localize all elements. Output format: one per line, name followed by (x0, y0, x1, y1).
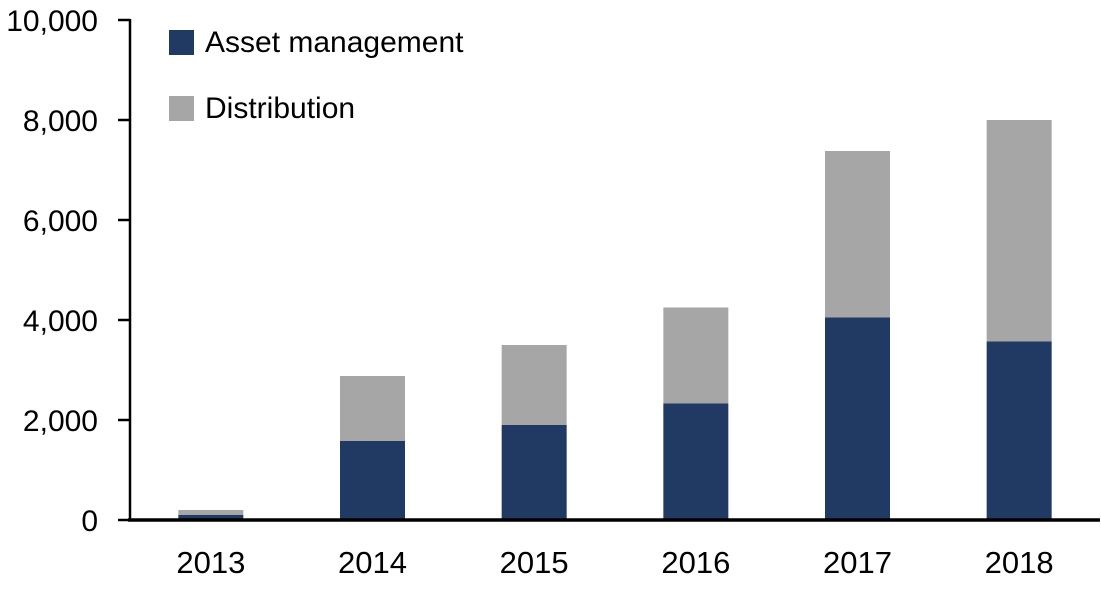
y-axis-tick-label: 6,000 (23, 205, 98, 238)
bar-segment-2015-1 (501, 345, 567, 425)
bar-segment-2018-0 (986, 341, 1052, 520)
x-axis-label-2014: 2014 (338, 545, 407, 580)
y-axis-tick-label: 8,000 (23, 105, 98, 138)
x-axis-label-2018: 2018 (985, 545, 1054, 580)
bar-segment-2013-1 (178, 510, 244, 515)
y-axis-tick-label: 2,000 (23, 405, 98, 438)
x-axis-label-2016: 2016 (661, 545, 730, 580)
bar-segment-2013-0 (178, 515, 244, 520)
y-axis-tick-label: 0 (81, 505, 98, 538)
legend-item-distribution: Distribution (169, 92, 356, 125)
bar-segment-2015-0 (501, 425, 567, 520)
legend-label-asset-management: Asset management (205, 26, 464, 59)
x-axis-label-2017: 2017 (823, 545, 892, 580)
bar-segment-2018-1 (986, 120, 1052, 342)
bar-segment-2016-0 (663, 403, 729, 520)
legend-swatch-distribution (169, 96, 194, 121)
legend-label-distribution: Distribution (205, 92, 356, 125)
legend-swatch-asset-management (169, 30, 194, 55)
x-axis-label-2015: 2015 (500, 545, 569, 580)
bar-segment-2017-0 (825, 317, 890, 520)
y-axis-tick-label: 4,000 (23, 305, 98, 338)
bar-segment-2014-0 (340, 441, 405, 520)
bar-segment-2014-1 (340, 376, 405, 441)
bar-segment-2016-1 (663, 307, 729, 404)
y-axis-tick-label: 10,000 (6, 5, 98, 38)
legend-item-asset-management: Asset management (169, 26, 464, 59)
bar-segment-2017-1 (825, 151, 890, 318)
x-axis-label-2013: 2013 (176, 545, 245, 580)
